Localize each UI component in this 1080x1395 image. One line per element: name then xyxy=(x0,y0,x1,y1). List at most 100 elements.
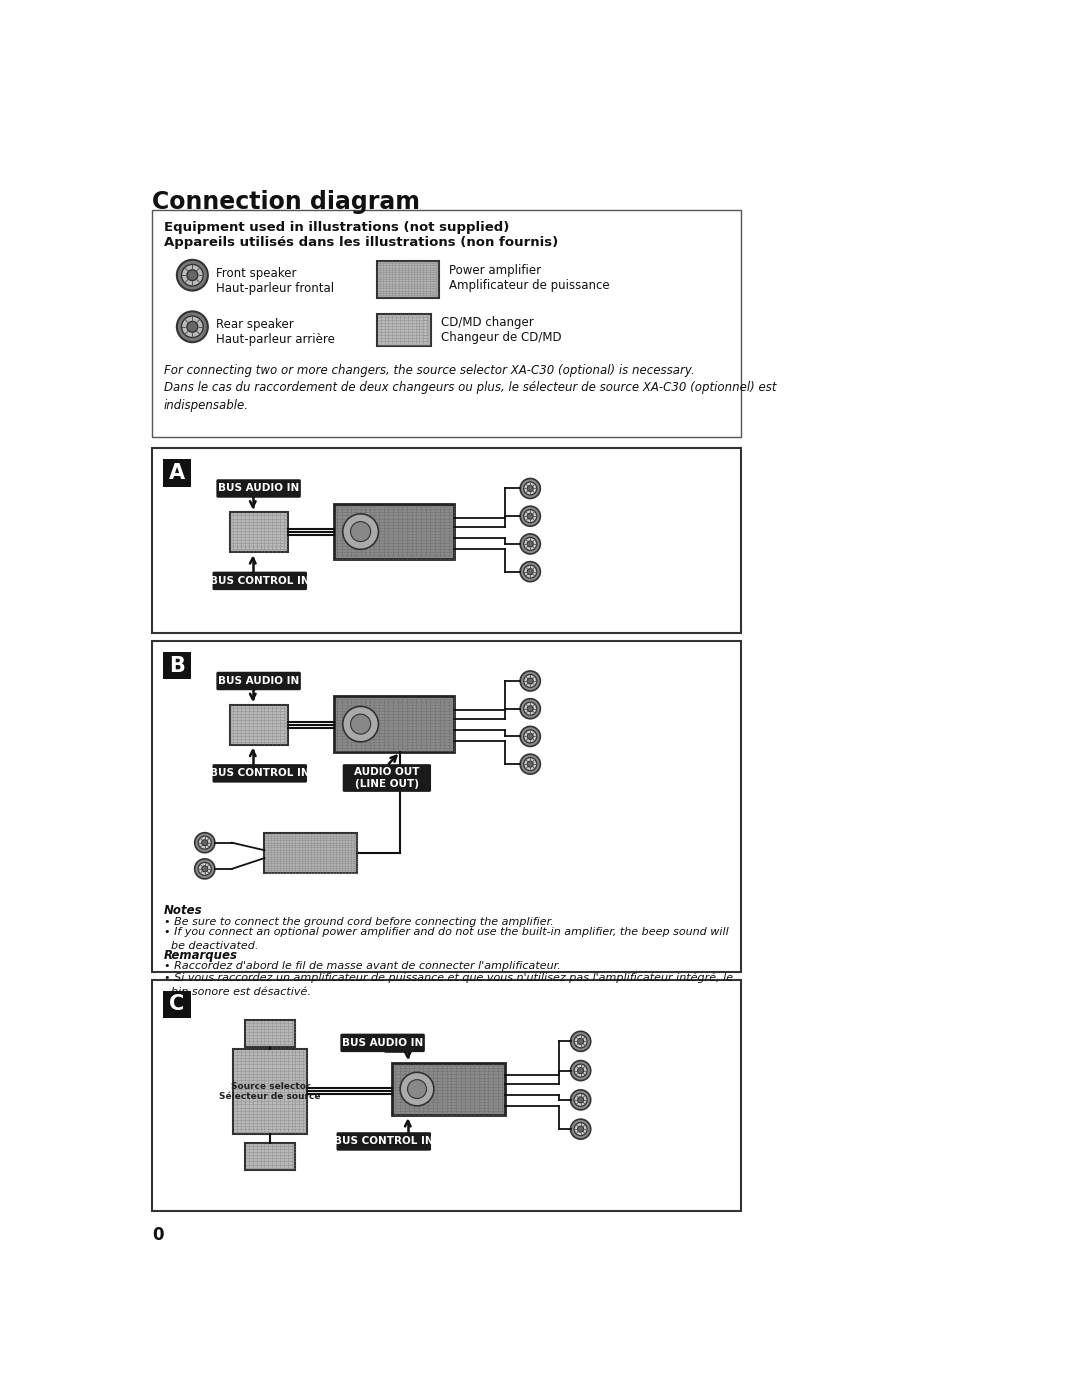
FancyBboxPatch shape xyxy=(163,990,191,1018)
Text: Appareils utilisés dans les illustrations (non fournis): Appareils utilisés dans les illustration… xyxy=(164,236,558,248)
Circle shape xyxy=(521,699,540,718)
Circle shape xyxy=(187,269,198,280)
Circle shape xyxy=(524,730,537,744)
Circle shape xyxy=(342,706,378,742)
Text: For connecting two or more changers, the source selector XA-C30 (optional) is ne: For connecting two or more changers, the… xyxy=(164,364,694,377)
Circle shape xyxy=(521,534,540,554)
Circle shape xyxy=(199,836,212,850)
Circle shape xyxy=(570,1119,591,1140)
Text: Power amplifier
Amplificateur de puissance: Power amplifier Amplificateur de puissan… xyxy=(449,264,609,292)
FancyBboxPatch shape xyxy=(342,764,431,792)
Text: Source selector
Sélecteur de source: Source selector Sélecteur de source xyxy=(219,1081,321,1101)
Text: BUS CONTROL IN: BUS CONTROL IN xyxy=(334,1137,433,1147)
Text: 0: 0 xyxy=(152,1226,163,1244)
Circle shape xyxy=(177,311,207,342)
FancyBboxPatch shape xyxy=(163,651,191,679)
Circle shape xyxy=(578,1096,583,1103)
FancyBboxPatch shape xyxy=(152,209,741,437)
Circle shape xyxy=(524,483,537,495)
FancyBboxPatch shape xyxy=(340,1034,424,1052)
Circle shape xyxy=(575,1094,588,1106)
FancyBboxPatch shape xyxy=(245,1020,296,1046)
Circle shape xyxy=(187,321,198,332)
Circle shape xyxy=(202,840,207,845)
FancyBboxPatch shape xyxy=(265,833,357,873)
Circle shape xyxy=(578,1126,583,1133)
FancyBboxPatch shape xyxy=(377,314,431,346)
Text: AUDIO OUT
(LINE OUT): AUDIO OUT (LINE OUT) xyxy=(354,767,420,788)
Circle shape xyxy=(527,678,534,684)
Circle shape xyxy=(527,485,534,491)
Circle shape xyxy=(521,755,540,774)
Circle shape xyxy=(401,1073,434,1106)
Text: • If you connect an optional power amplifier and do not use the built-in amplifi: • If you connect an optional power ampli… xyxy=(164,928,728,951)
Circle shape xyxy=(177,259,207,290)
FancyBboxPatch shape xyxy=(152,979,741,1211)
Circle shape xyxy=(521,478,540,498)
Circle shape xyxy=(351,522,370,541)
Text: Equipment used in illustrations (not supplied): Equipment used in illustrations (not sup… xyxy=(164,220,509,233)
Text: CD/MD changer
Changeur de CD/MD: CD/MD changer Changeur de CD/MD xyxy=(441,317,562,345)
Circle shape xyxy=(524,675,537,688)
Text: Connection diagram: Connection diagram xyxy=(152,191,420,215)
Circle shape xyxy=(570,1089,591,1110)
FancyBboxPatch shape xyxy=(213,764,307,783)
Text: Dans le cas du raccordement de deux changeurs ou plus, le sélecteur de source XA: Dans le cas du raccordement de deux chan… xyxy=(164,381,777,412)
Circle shape xyxy=(521,506,540,526)
Circle shape xyxy=(527,762,534,767)
Circle shape xyxy=(524,757,537,770)
Text: Front speaker
Haut-parleur frontal: Front speaker Haut-parleur frontal xyxy=(216,266,334,294)
Text: BUS AUDIO IN: BUS AUDIO IN xyxy=(218,484,299,494)
Circle shape xyxy=(570,1031,591,1052)
Text: BUS CONTROL IN: BUS CONTROL IN xyxy=(210,576,310,586)
FancyBboxPatch shape xyxy=(377,261,438,297)
FancyBboxPatch shape xyxy=(230,512,287,552)
Text: BUS CONTROL IN: BUS CONTROL IN xyxy=(210,769,310,778)
Text: Notes: Notes xyxy=(164,904,202,918)
Text: B: B xyxy=(168,656,185,675)
Circle shape xyxy=(407,1080,427,1098)
Text: • Be sure to connect the ground cord before connecting the amplifier.: • Be sure to connect the ground cord bef… xyxy=(164,917,553,926)
Text: BUS AUDIO IN: BUS AUDIO IN xyxy=(342,1038,423,1048)
FancyBboxPatch shape xyxy=(216,672,301,691)
Circle shape xyxy=(570,1060,591,1081)
Text: C: C xyxy=(170,995,185,1014)
Circle shape xyxy=(524,537,537,551)
Circle shape xyxy=(575,1123,588,1136)
Text: • Si vous raccordez un amplificateur de puissance et que vous n'utilisez pas l'a: • Si vous raccordez un amplificateur de … xyxy=(164,972,733,997)
Circle shape xyxy=(575,1035,588,1048)
Circle shape xyxy=(194,859,215,879)
FancyBboxPatch shape xyxy=(152,640,741,972)
FancyBboxPatch shape xyxy=(334,504,455,559)
FancyBboxPatch shape xyxy=(233,1049,307,1134)
Circle shape xyxy=(527,541,534,547)
FancyBboxPatch shape xyxy=(213,572,307,590)
Circle shape xyxy=(194,833,215,852)
Circle shape xyxy=(199,862,212,876)
Circle shape xyxy=(575,1064,588,1077)
FancyBboxPatch shape xyxy=(163,459,191,487)
Circle shape xyxy=(521,671,540,691)
Circle shape xyxy=(527,706,534,711)
FancyBboxPatch shape xyxy=(230,704,287,745)
FancyBboxPatch shape xyxy=(245,1143,296,1170)
Text: Remarques: Remarques xyxy=(164,949,238,963)
FancyBboxPatch shape xyxy=(152,448,741,633)
Circle shape xyxy=(181,317,203,338)
Circle shape xyxy=(521,727,540,746)
Circle shape xyxy=(181,265,203,286)
Text: • Raccordez d'abord le fil de masse avant de connecter l'amplificateur.: • Raccordez d'abord le fil de masse avan… xyxy=(164,961,561,971)
FancyBboxPatch shape xyxy=(216,480,301,498)
Circle shape xyxy=(524,565,537,578)
Circle shape xyxy=(578,1067,583,1074)
Circle shape xyxy=(527,513,534,519)
Circle shape xyxy=(527,734,534,739)
Circle shape xyxy=(578,1038,583,1045)
Text: A: A xyxy=(168,463,185,483)
FancyBboxPatch shape xyxy=(334,696,455,752)
Text: BUS AUDIO IN: BUS AUDIO IN xyxy=(218,677,299,686)
FancyBboxPatch shape xyxy=(337,1133,431,1151)
Circle shape xyxy=(527,569,534,575)
Circle shape xyxy=(524,702,537,716)
Circle shape xyxy=(202,866,207,872)
